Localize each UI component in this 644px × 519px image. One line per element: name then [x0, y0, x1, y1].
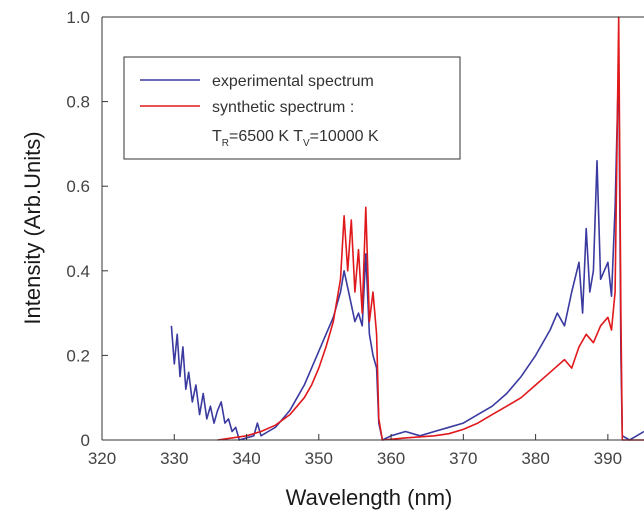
legend: experimental spectrum synthetic spectrum… — [123, 56, 461, 160]
x-tick-label: 340 — [232, 449, 260, 468]
x-tick-label: 390 — [594, 449, 622, 468]
y-tick-label: 0.8 — [66, 93, 90, 112]
legend-temp-t-r: T — [212, 128, 222, 145]
synthetic-spectrum-line — [217, 16, 644, 441]
experimental-spectrum-line — [170, 58, 644, 441]
legend-label-experimental: experimental spectrum — [212, 73, 374, 90]
x-tick-label: 370 — [449, 449, 477, 468]
y-tick-label: 0.6 — [66, 177, 90, 196]
legend-temp-value-r: =6500 K T — [229, 128, 303, 145]
y-axis-title: Intensity (Arb.Units) — [20, 131, 45, 324]
legend-box — [123, 56, 461, 160]
legend-temp-sub-r: R — [222, 138, 229, 149]
y-tick-label: 0.4 — [66, 262, 90, 281]
y-tick-label: 1.0 — [66, 8, 90, 27]
x-tick-label: 330 — [160, 449, 188, 468]
legend-label-synthetic: synthetic spectrum : — [212, 99, 354, 116]
series-layer — [170, 16, 644, 441]
x-tick-label: 360 — [377, 449, 405, 468]
y-ticks: 0 0.2 0.4 0.6 0.8 1.0 — [66, 8, 108, 450]
x-axis-title: Wavelength (nm) — [286, 485, 453, 510]
legend-temp-value-v: =10000 K — [310, 128, 379, 145]
x-tick-label: 380 — [521, 449, 549, 468]
legend-temp-sub-v: V — [303, 138, 310, 149]
y-tick-label: 0 — [81, 431, 90, 450]
y-tick-label: 0.2 — [66, 346, 90, 365]
x-ticks: 320 330 340 350 360 370 380 390 — [88, 434, 622, 468]
legend-label-temperatures: TR=6500 K TV=10000 K — [212, 128, 379, 149]
x-tick-label: 350 — [305, 449, 333, 468]
x-tick-label: 320 — [88, 449, 116, 468]
